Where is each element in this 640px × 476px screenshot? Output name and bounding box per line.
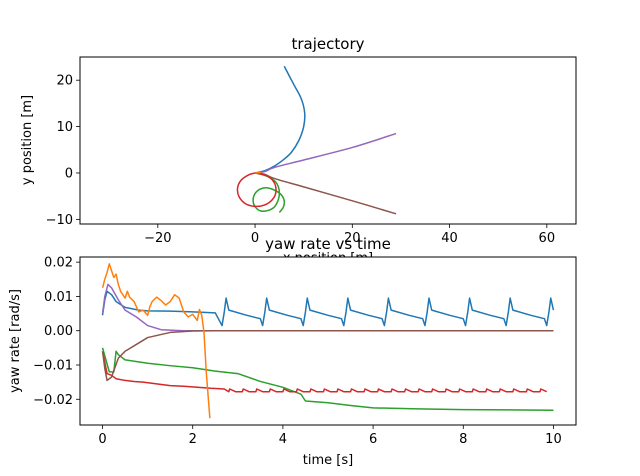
yaw-rate-x-tick-label: 4 [279, 432, 287, 447]
trajectory-series-line-4 [236, 172, 277, 208]
yaw-rate-y-tick-label: −0.01 [33, 359, 73, 374]
trajectory-y-tick-label: −10 [46, 213, 73, 228]
trajectory-plot-area [80, 57, 576, 224]
yaw-rate-series-line-5 [101, 263, 211, 419]
trajectory-y-tick-label: 20 [56, 74, 73, 89]
yaw-rate-series-line-0 [101, 290, 555, 327]
trajectory-x-tick-label: 0 [251, 231, 259, 246]
trajectory-y-tick-label: 10 [56, 120, 73, 135]
yaw-rate-x-tick-label: 8 [459, 432, 467, 447]
trajectory-y-ticks: −10 0 10 20 [46, 74, 80, 228]
yaw-rate-series-line-2 [101, 351, 548, 393]
yaw-rate-y-tick-label: 0.01 [44, 290, 73, 305]
yaw-rate-x-axis-label: time [s] [303, 453, 353, 468]
trajectory-frame [79, 56, 577, 225]
yaw-rate-x-tick-label: 2 [189, 432, 197, 447]
yaw-rate-y-ticks: −0.02 −0.01 0.00 0.01 0.02 [33, 256, 80, 408]
trajectory-series-line-1 [254, 132, 397, 174]
yaw-rate-y-axis-label: yaw rate [rad/s] [8, 289, 23, 393]
yaw-rate-frame [79, 256, 577, 426]
yaw-rate-x-ticks: 0 2 4 6 8 10 [98, 425, 562, 447]
yaw-rate-series-group [101, 263, 555, 419]
trajectory-x-tick-label: −20 [144, 231, 171, 246]
yaw-rate-x-tick-label: 6 [369, 432, 377, 447]
trajectory-title: trajectory [292, 35, 365, 53]
yaw-rate-y-tick-label: 0.02 [44, 256, 73, 271]
yaw-rate-x-tick-label: 10 [545, 432, 562, 447]
yaw-rate-y-tick-label: −0.02 [33, 393, 73, 408]
trajectory-x-tick-label: 40 [441, 231, 458, 246]
yaw-rate-panel: 0 2 4 6 8 10 −0.02 −0.01 0.00 0.01 0.02 yaw rate … [8, 235, 577, 468]
trajectory-x-tick-label: 60 [539, 231, 556, 246]
yaw-rate-series-line-3 [101, 283, 554, 332]
trajectory-y-axis-label: y position [m] [20, 95, 35, 185]
yaw-rate-plot-area [80, 257, 576, 425]
trajectory-x-ticks: −20 0 20 40 60 [144, 224, 555, 246]
yaw-rate-y-tick-label: 0.00 [44, 324, 73, 339]
yaw-rate-series-line-4 [101, 329, 554, 382]
trajectory-series-line-3 [252, 172, 286, 213]
trajectory-y-tick-label: 0 [65, 166, 73, 181]
yaw-rate-title: yaw rate vs time [265, 235, 391, 253]
yaw-rate-x-tick-label: 0 [98, 432, 106, 447]
trajectory-x-tick-label: 20 [344, 231, 361, 246]
trajectory-series-group [236, 65, 397, 215]
yaw-rate-series-line-1 [101, 347, 554, 412]
